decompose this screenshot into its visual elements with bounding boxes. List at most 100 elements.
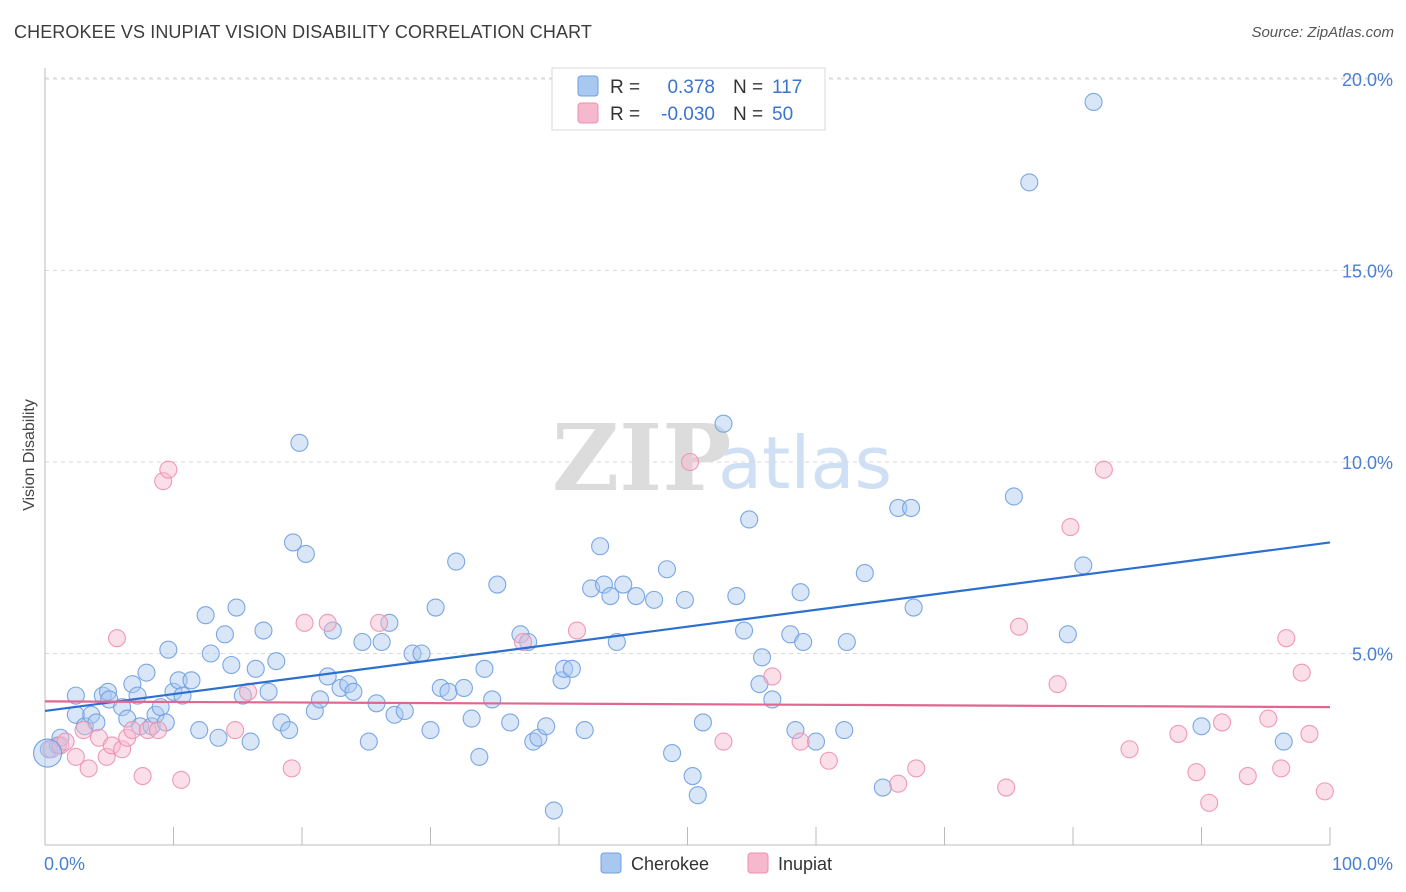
cherokee-point: [227, 598, 246, 617]
inupiat-point: [97, 747, 116, 766]
inupiat-point: [819, 751, 838, 770]
bottom-legend-label-inupiat: Inupiat: [778, 854, 832, 874]
y-tick-label: 15.0%: [1342, 262, 1393, 282]
cherokee-point: [607, 632, 626, 652]
inupiat-point: [42, 740, 61, 759]
inupiat-point: [149, 721, 168, 740]
inupiat-point: [123, 721, 142, 740]
correlation-legend: R = 0.378 N = 117 R = -0.030 N = 50: [551, 67, 826, 131]
inupiat-point: [74, 721, 93, 740]
cherokee-point: [290, 433, 309, 452]
cherokee-point: [837, 632, 856, 652]
cherokee-point: [310, 690, 330, 709]
inupiat-point: [226, 721, 245, 740]
cherokee-point: [280, 721, 299, 740]
y-tick-label: 20.0%: [1342, 70, 1393, 90]
x-tick-labels: 0.0% 100.0%: [44, 854, 1393, 874]
watermark-zip: ZIP: [552, 404, 731, 512]
cherokee-point: [470, 747, 489, 766]
inupiat-point: [1048, 675, 1067, 694]
cherokee-point: [156, 713, 175, 732]
cherokee-point: [889, 498, 908, 518]
cherokee-point: [594, 575, 614, 594]
legend-n-value-inupiat: 50: [772, 104, 793, 125]
cherokee-point: [663, 744, 682, 763]
cherokee-point: [791, 583, 810, 602]
cherokee-point: [675, 590, 694, 609]
cherokee-point: [688, 786, 707, 805]
cherokee-point: [296, 544, 315, 563]
bottom-legend-label-cherokee: Cherokee: [631, 854, 709, 874]
x-tick-label: 0.0%: [44, 854, 85, 874]
cherokee-point: [272, 713, 291, 732]
inupiat-point: [79, 759, 98, 778]
cherokee-point: [246, 659, 265, 678]
cherokee-point: [259, 682, 278, 701]
cherokee-point: [439, 682, 458, 701]
inupiat-point: [370, 613, 389, 632]
cherokee-point: [562, 659, 581, 678]
y-tick-label: 5.0%: [1352, 645, 1393, 665]
cherokee-point: [182, 671, 201, 690]
inupiat-point: [1315, 782, 1334, 801]
cherokee-point: [614, 575, 633, 594]
inupiat-point: [102, 736, 121, 755]
cherokee-point: [1058, 625, 1077, 644]
inupiat-point: [172, 770, 191, 789]
cherokee-point: [412, 644, 431, 663]
gridlines: [45, 77, 1392, 654]
series-legend: Cherokee Inupiat: [600, 852, 832, 874]
cherokee-point: [555, 659, 574, 678]
cherokee-point: [552, 671, 571, 690]
cherokee-point: [483, 690, 502, 709]
cherokee-point: [657, 560, 676, 579]
cherokee-point: [137, 663, 156, 682]
bottom-legend-swatch-inupiat: [747, 852, 769, 874]
cherokee-point: [835, 721, 854, 740]
cherokee-point: [380, 613, 399, 632]
inupiat-trend-line: [44, 700, 1331, 709]
cherokee-point: [164, 682, 183, 701]
cherokee-point: [447, 552, 466, 571]
trend-lines: [44, 541, 1331, 713]
cherokee-point: [727, 586, 746, 606]
inupiat-point: [1187, 763, 1206, 782]
cherokee-point: [806, 732, 826, 751]
legend-r-label-inupiat: R =: [610, 104, 640, 125]
legend-swatch-inupiat: [577, 102, 599, 124]
inupiat-point: [791, 732, 810, 751]
cherokee-point: [537, 717, 556, 736]
inupiat-point: [714, 732, 733, 751]
cherokee-point: [222, 655, 241, 675]
cherokee-point: [683, 767, 702, 786]
cherokee-point: [426, 598, 445, 617]
cherokee-point: [344, 682, 363, 701]
cherokee-point: [241, 732, 260, 751]
cherokee-point: [66, 686, 85, 705]
cherokee-point: [359, 732, 378, 751]
cherokee-point: [1074, 556, 1093, 575]
cherokee-point: [1192, 717, 1211, 736]
inupiat-point: [763, 667, 782, 686]
cherokee-point: [645, 590, 664, 609]
inupiat-point: [1200, 793, 1219, 812]
cherokee-point-large: [33, 738, 63, 768]
cherokee-point: [254, 621, 273, 640]
chart-title: CHEROKEE VS INUPIAT VISION DISABILITY CO…: [14, 22, 592, 42]
cherokee-point: [123, 675, 142, 694]
legend-r-value-cherokee: 0.378: [667, 77, 715, 98]
cherokee-point: [159, 640, 178, 659]
cherokee-point: [734, 621, 754, 640]
inupiat-point: [282, 759, 301, 778]
inupiat-point: [1009, 617, 1029, 636]
cherokee-point: [421, 721, 440, 740]
inupiat-point: [567, 621, 587, 640]
data-points: [33, 92, 1334, 820]
cherokee-point: [267, 652, 286, 671]
legend-n-value-cherokee: 117: [772, 77, 802, 98]
cherokee-point: [714, 414, 733, 433]
legend-swatch-cherokee: [577, 75, 599, 97]
cherokee-point: [752, 648, 772, 667]
x-tick-label: 100.0%: [1332, 854, 1393, 874]
cherokee-point: [475, 659, 494, 678]
